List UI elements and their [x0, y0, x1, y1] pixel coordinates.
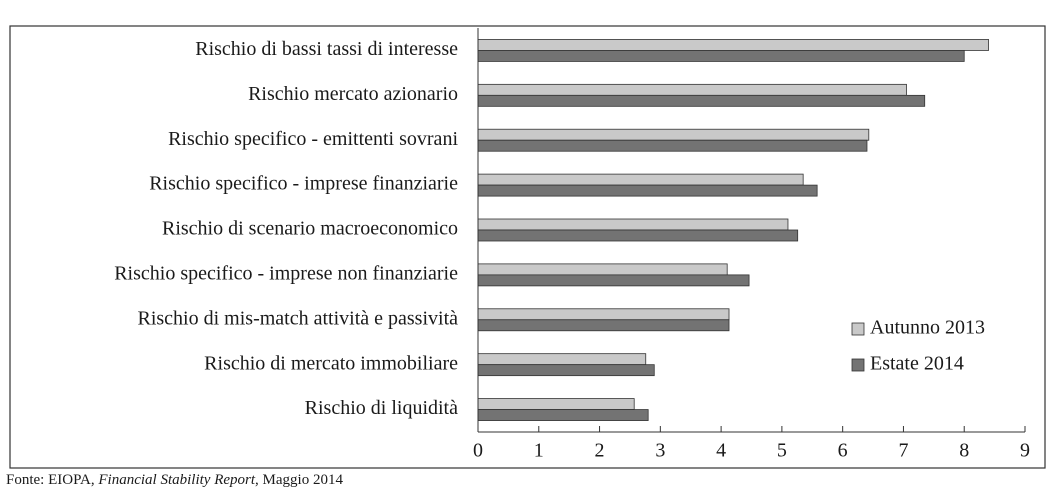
x-tick-label: 6 — [838, 440, 848, 462]
bar — [477, 173, 804, 186]
bar — [477, 364, 655, 377]
legend-swatch — [851, 358, 865, 372]
x-tick-label: 8 — [959, 440, 969, 462]
bar — [477, 83, 907, 96]
bar — [477, 319, 730, 332]
bar — [477, 229, 799, 242]
x-tick-label: 1 — [534, 440, 544, 462]
x-tick-label: 2 — [595, 440, 605, 462]
x-tick-label: 9 — [1020, 440, 1030, 462]
chart-frame — [9, 25, 1046, 469]
bar — [477, 39, 989, 51]
source-note: Fonte: EIOPA, Financial Stability Report… — [6, 472, 343, 488]
category-label: Rischio di liquidità — [305, 397, 458, 419]
x-tick-label: 5 — [777, 440, 787, 462]
category-label: Rischio specifico - imprese finanziarie — [149, 173, 458, 195]
source-prefix: Fonte: EIOPA, — [6, 472, 98, 488]
category-label: Rischio di mercato immobiliare — [204, 352, 458, 374]
x-tick-label: 4 — [716, 440, 726, 462]
x-tick-label: 0 — [473, 440, 483, 462]
category-label: Rischio di bassi tassi di interesse — [195, 38, 458, 60]
category-label: Rischio di mis-match attività e passivit… — [138, 307, 459, 329]
bar — [477, 139, 868, 152]
bar — [477, 218, 789, 231]
bar — [477, 308, 730, 321]
source-title: Financial Stability Report — [97, 472, 255, 488]
category-label: Rischio specifico - imprese non finanzia… — [114, 262, 458, 284]
category-label: Rischio specifico - emittenti sovrani — [168, 128, 458, 150]
x-tick-label: 3 — [655, 440, 665, 462]
bar — [477, 94, 926, 107]
bar — [477, 409, 649, 421]
legend-label: Autunno 2013 — [870, 317, 985, 339]
bar — [477, 274, 750, 287]
x-tick-label: 7 — [898, 440, 908, 462]
category-label: Rischio mercato azionario — [248, 83, 458, 105]
source-suffix: , Maggio 2014 — [255, 472, 343, 488]
bar — [477, 353, 647, 366]
legend-label: Estate 2014 — [870, 353, 964, 375]
legend-swatch — [851, 322, 865, 336]
bar — [477, 398, 635, 410]
bar — [477, 184, 818, 197]
category-label: Rischio di scenario macroeconomico — [162, 218, 458, 240]
bar — [477, 50, 965, 62]
bar — [477, 128, 870, 141]
bar — [477, 263, 728, 276]
